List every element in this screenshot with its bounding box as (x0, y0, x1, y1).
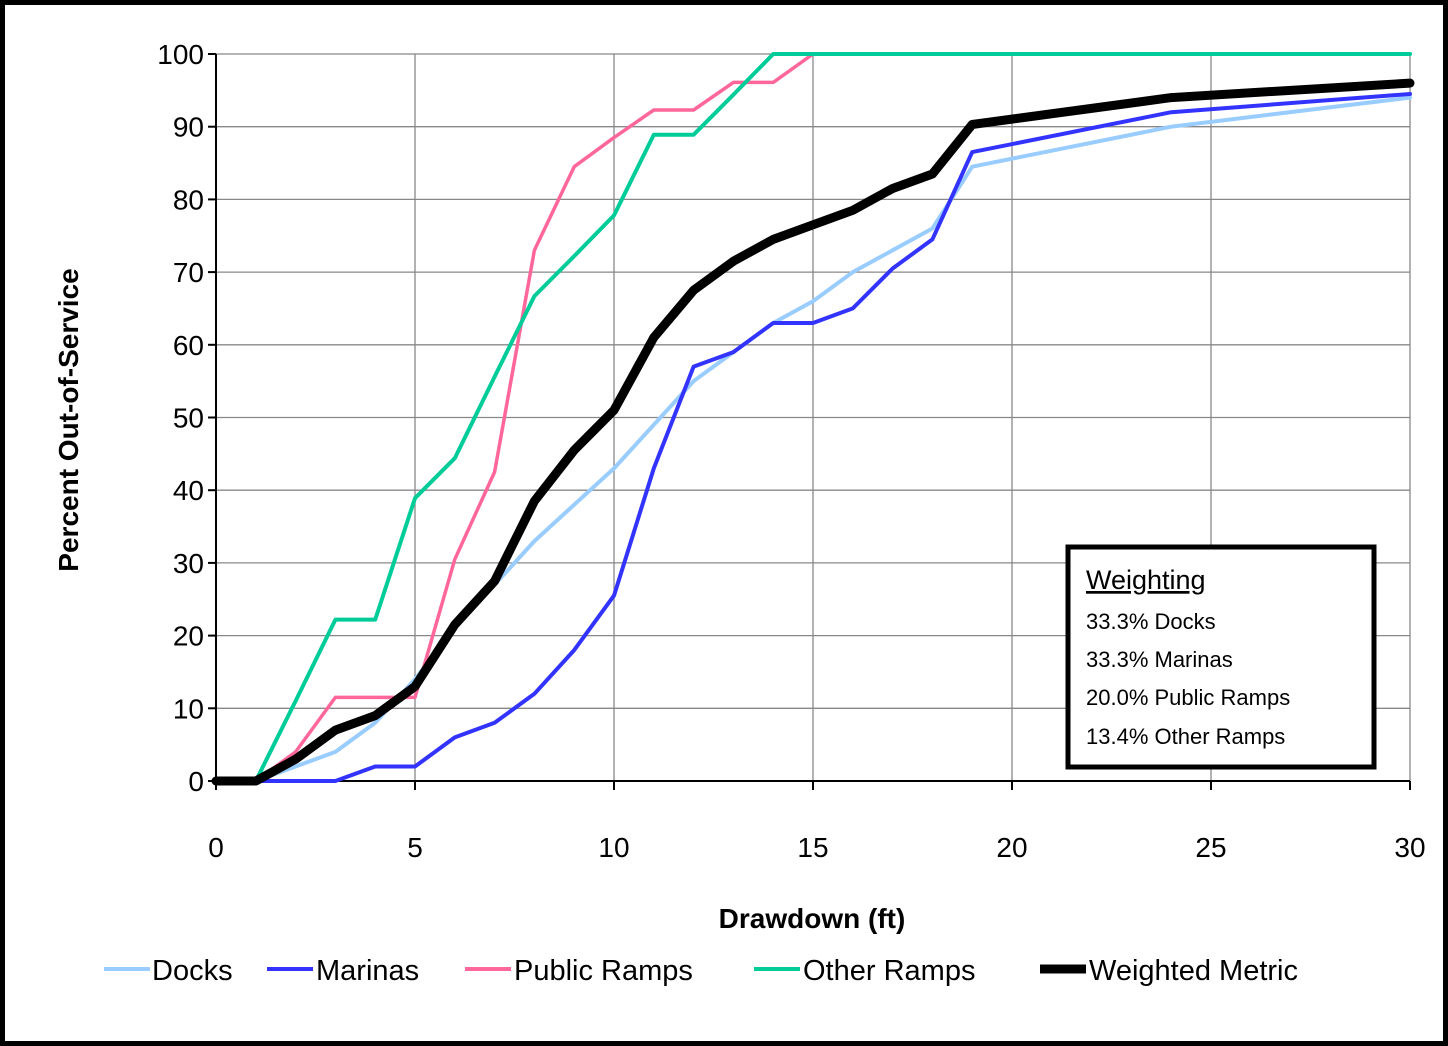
y-axis-title: Percent Out-of-Service (53, 268, 84, 571)
annotation-border (1065, 544, 1377, 770)
legend-label: Public Ramps (514, 955, 693, 987)
y-tick-label: 50 (173, 403, 204, 434)
x-tick-label: 20 (996, 832, 1027, 863)
annotation-line: 13.4% Other Ramps (1086, 724, 1285, 749)
x-tick-label: 15 (797, 832, 828, 863)
x-tick-labels: 0 5 10 15 20 25 30 (208, 832, 1425, 863)
legend-item-marinas: Marinas (267, 955, 419, 987)
x-tick-label: 25 (1195, 832, 1226, 863)
legend-item-other-ramps: Other Ramps (754, 955, 975, 987)
y-tick-label: 0 (188, 766, 204, 797)
y-tick-label: 40 (173, 475, 204, 506)
y-tick-label: 100 (157, 39, 204, 70)
y-tick-label: 20 (173, 621, 204, 652)
series-line-marinas (214, 92, 1412, 783)
annotation-title: Weighting (1086, 565, 1206, 595)
legend-label: Docks (152, 955, 233, 987)
weighting-annotation-box: Weighting 33.3% Docks 33.3% Marinas 20.0… (1065, 544, 1377, 770)
y-tick-label: 10 (173, 693, 204, 724)
y-tick-label: 80 (173, 184, 204, 215)
y-tick-labels: 0 10 20 30 40 50 60 70 80 90 100 (157, 39, 204, 797)
annotation-line: 33.3% Marinas (1086, 647, 1233, 672)
y-tick-label: 30 (173, 548, 204, 579)
annotation-line: 20.0% Public Ramps (1086, 685, 1290, 710)
series-line-other-ramps (214, 52, 1412, 783)
y-tick-label: 70 (173, 257, 204, 288)
legend-item-weighted-metric: Weighted Metric (1040, 955, 1298, 987)
x-tick-label: 0 (208, 832, 224, 863)
x-tick-label: 30 (1394, 832, 1425, 863)
x-axis-title: Drawdown (ft) (719, 903, 906, 934)
legend-label: Other Ramps (803, 955, 975, 987)
legend-label: Marinas (316, 955, 419, 987)
y-tick-label: 60 (173, 330, 204, 361)
series-lines (211, 52, 1415, 786)
legend-item-public-ramps: Public Ramps (465, 955, 693, 987)
x-tick-label: 5 (407, 832, 423, 863)
series-line-docks (214, 95, 1412, 783)
series-line-weighted-metric (211, 78, 1415, 786)
y-tick-label: 90 (173, 112, 204, 143)
legend-label: Weighted Metric (1089, 955, 1298, 987)
legend: Docks Marinas Public Ramps Other Ramps W… (104, 955, 1298, 987)
x-tick-label: 10 (598, 832, 629, 863)
annotation-line: 33.3% Docks (1086, 609, 1216, 634)
legend-item-docks: Docks (104, 955, 233, 987)
